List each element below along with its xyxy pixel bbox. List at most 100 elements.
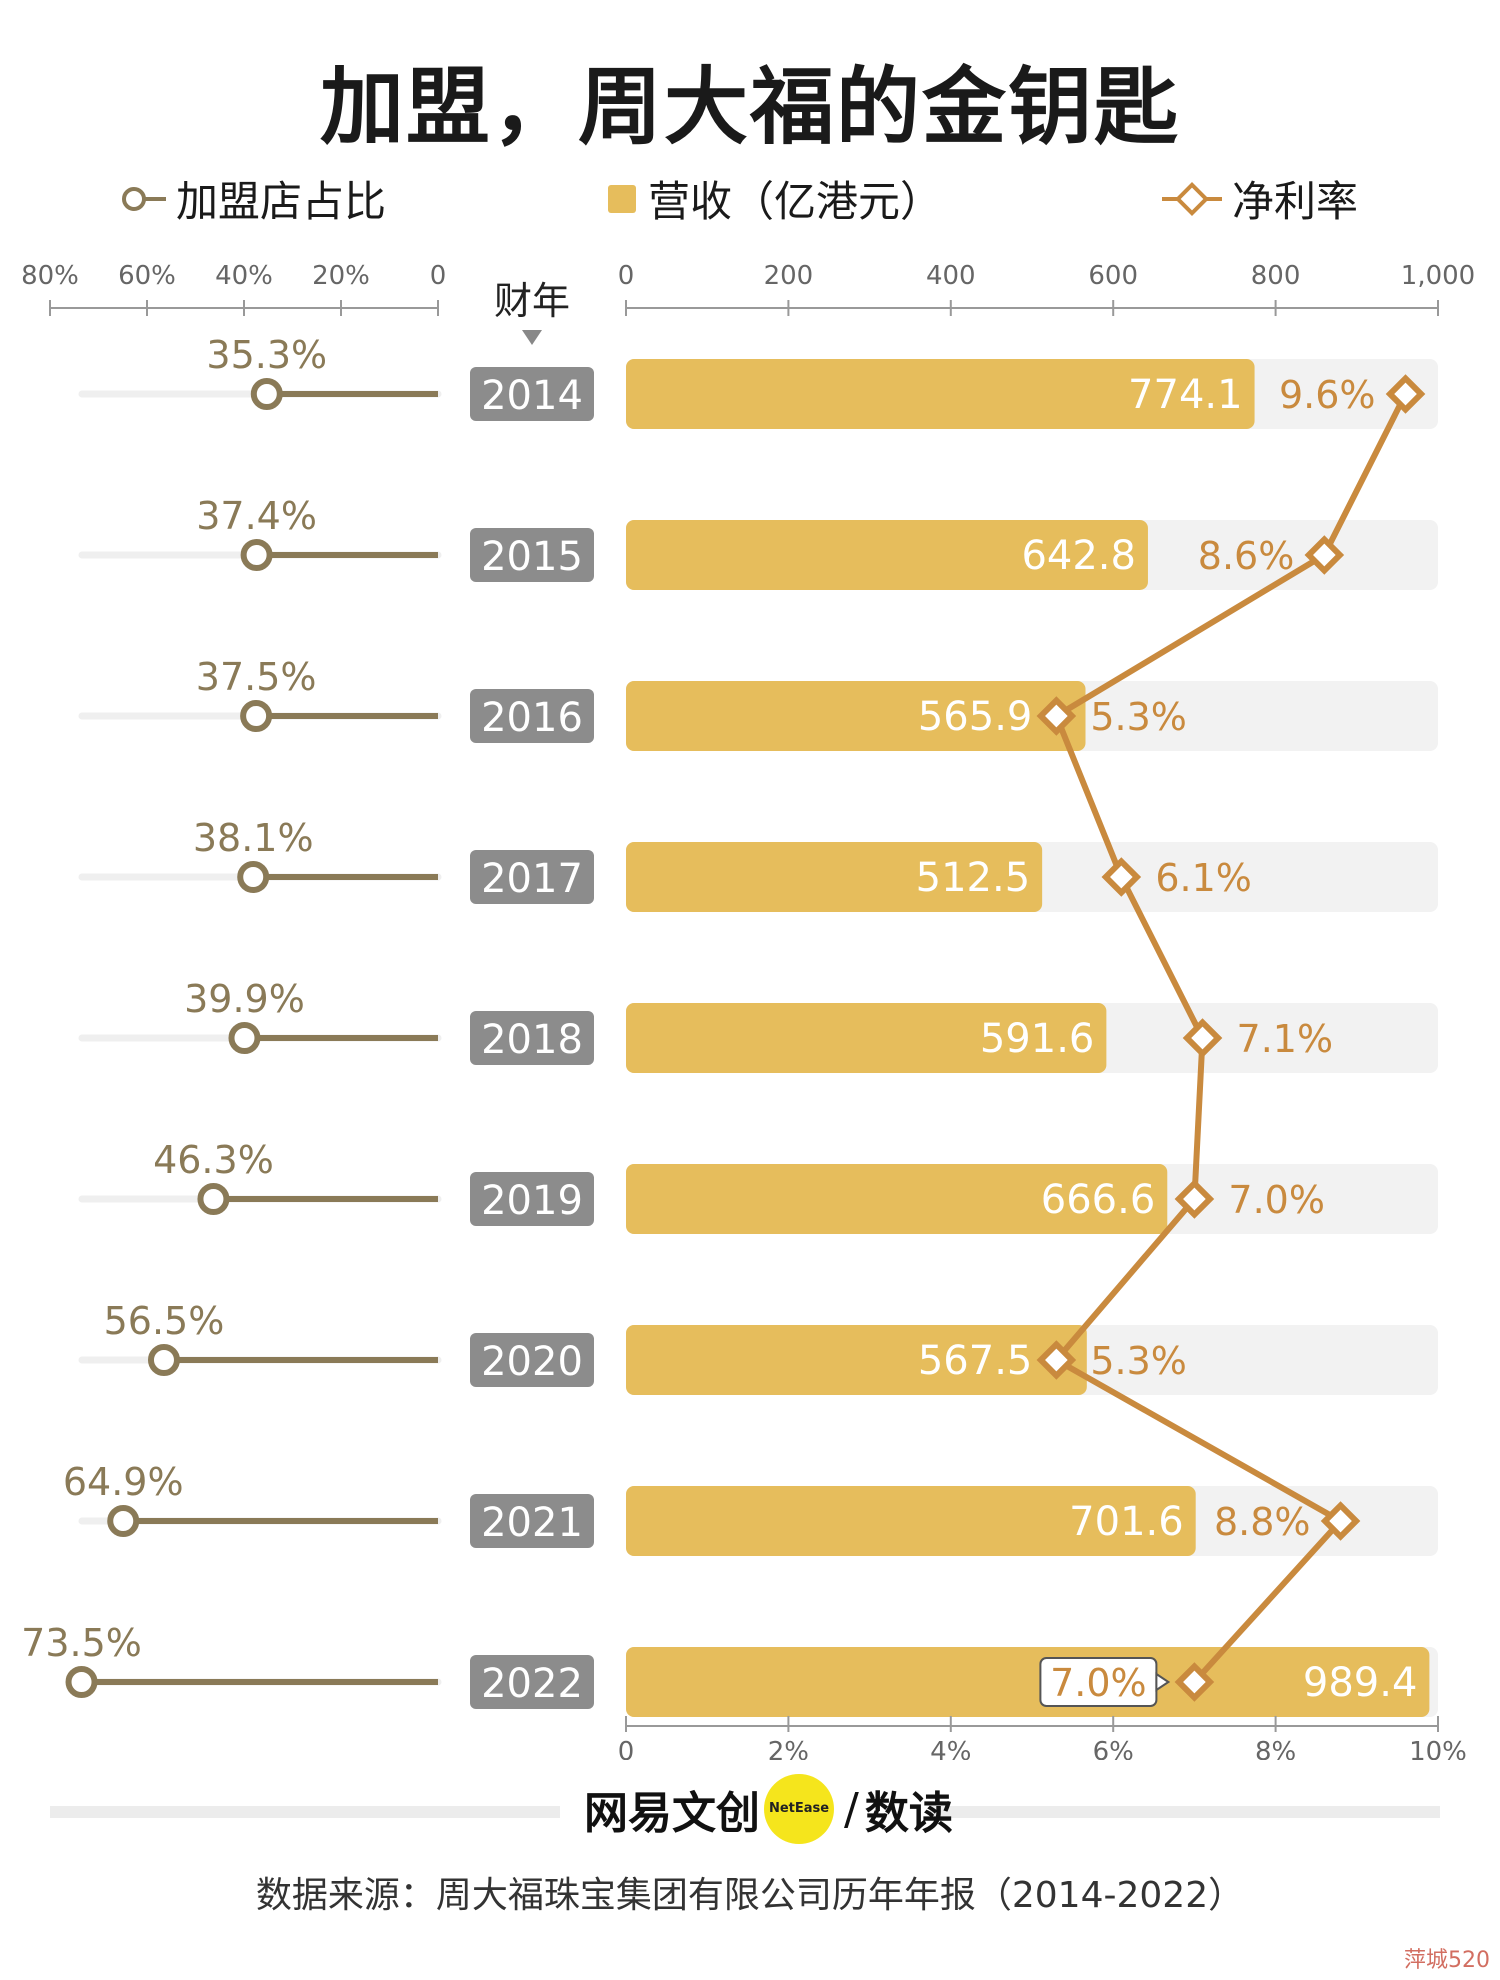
margin-marker xyxy=(1174,1662,1215,1702)
bottom-axis-tick-label: 4% xyxy=(930,1737,971,1760)
revenue-bar xyxy=(626,1325,1087,1395)
franchise-dot xyxy=(147,1344,180,1376)
year-label: 2019 xyxy=(481,1178,583,1224)
franchise-dot xyxy=(237,861,270,893)
legend-revenue-label: 营收（亿港元） xyxy=(648,177,943,226)
year-label: 2022 xyxy=(481,1661,583,1707)
year-box xyxy=(470,367,594,421)
franchise-dot xyxy=(197,1183,230,1215)
revenue-label: 591.6 xyxy=(980,1016,1095,1062)
year-box xyxy=(470,528,594,582)
top-axis-tick-label: 200 xyxy=(764,261,814,291)
margin-label: 8.8% xyxy=(1214,1500,1311,1544)
year-label: 2018 xyxy=(481,1017,583,1063)
revenue-label: 642.8 xyxy=(1021,533,1136,579)
left-axis-tick-label: 0 xyxy=(430,261,447,291)
brand-logo: 网易文创 NetEase / 数读 xyxy=(584,1774,953,1844)
margin-label: 6.1% xyxy=(1155,856,1252,900)
franchise-dot xyxy=(250,378,283,410)
franchise-label: 64.9% xyxy=(63,1460,184,1504)
franchise-label: 73.5% xyxy=(21,1621,142,1665)
legend-margin: 净利率 xyxy=(1160,168,1358,229)
margin-label: 5.3% xyxy=(1090,1339,1187,1383)
top-axis-tick-label: 400 xyxy=(926,261,976,291)
revenue-bar xyxy=(626,1003,1107,1073)
revenue-bar xyxy=(626,1647,1430,1717)
bottom-axis-tick-label: 8% xyxy=(1255,1737,1296,1760)
year-box xyxy=(470,1011,594,1065)
franchise-dot xyxy=(65,1666,98,1698)
margin-label: 5.3% xyxy=(1090,695,1187,739)
franchise-dot xyxy=(240,700,273,732)
revenue-label: 701.6 xyxy=(1069,1499,1184,1545)
brand-badge: NetEase xyxy=(764,1774,834,1844)
franchise-label: 56.5% xyxy=(104,1299,225,1343)
franchise-label: 37.5% xyxy=(196,655,317,699)
bottom-axis-tick-label: 2% xyxy=(768,1737,809,1760)
revenue-bar xyxy=(626,681,1086,751)
brand-section: 数读 xyxy=(864,1788,953,1839)
margin-label: 7.0% xyxy=(1050,1661,1147,1705)
franchise-label: 39.9% xyxy=(184,977,305,1021)
year-box xyxy=(470,1655,594,1709)
margin-marker xyxy=(1304,535,1345,575)
revenue-label: 774.1 xyxy=(1128,372,1243,418)
top-axis-tick-label: 600 xyxy=(1088,261,1138,291)
margin-marker xyxy=(1174,1179,1215,1219)
bottom-axis-tick-label: 6% xyxy=(1093,1737,1134,1760)
margin-label: 7.1% xyxy=(1237,1017,1334,1061)
revenue-label: 565.9 xyxy=(918,694,1033,740)
left-axis-tick-label: 80% xyxy=(21,261,79,291)
franchise-dot xyxy=(228,1022,261,1054)
year-box xyxy=(470,1172,594,1226)
franchise-label: 46.3% xyxy=(153,1138,274,1182)
legend-franchise: 加盟店占比 xyxy=(120,168,386,229)
revenue-bar xyxy=(626,520,1148,590)
revenue-bar xyxy=(626,842,1043,912)
margin-marker xyxy=(1036,1340,1077,1380)
margin-marker xyxy=(1182,1018,1223,1058)
footer-rule-right xyxy=(930,1806,1440,1818)
franchise-dot xyxy=(240,539,273,571)
footer-rule-left xyxy=(50,1806,560,1818)
bottom-axis-tick-label: 0 xyxy=(618,1737,635,1760)
margin-marker xyxy=(1101,857,1142,897)
franchise-label: 37.4% xyxy=(196,494,317,538)
year-label: 2017 xyxy=(481,856,583,902)
franchise-label: 35.3% xyxy=(206,333,327,377)
brand-slash: / xyxy=(844,1783,859,1835)
year-label: 2020 xyxy=(481,1339,583,1385)
top-axis-tick-label: 1,000 xyxy=(1401,261,1475,291)
margin-label: 7.0% xyxy=(1228,1178,1325,1222)
year-box xyxy=(470,1494,594,1548)
year-header: 财年 xyxy=(494,279,570,323)
chart-plot: 80% 60% 40% 20% 0 财年 0 200 400 600 800 1,000 35.3% 20… xyxy=(21,261,1475,1760)
margin-marker xyxy=(1385,374,1426,414)
left-axis-tick-label: 20% xyxy=(312,261,370,291)
watermark: 萍城520 xyxy=(1404,1948,1490,1973)
year-header-arrow-icon xyxy=(522,330,542,345)
year-label: 2021 xyxy=(481,1500,583,1546)
year-box xyxy=(470,850,594,904)
revenue-label: 989.4 xyxy=(1303,1660,1418,1706)
top-axis-tick-label: 0 xyxy=(618,261,635,291)
chart-title: 加盟，周大福的金钥匙 xyxy=(319,58,1180,156)
franchise-dot xyxy=(107,1505,140,1537)
revenue-bar xyxy=(626,359,1255,429)
data-source: 数据来源：周大福珠宝集团有限公司历年年报（2014-2022） xyxy=(255,1875,1245,1916)
brand-name: 网易文创 xyxy=(584,1788,760,1839)
margin-label: 9.6% xyxy=(1279,373,1376,417)
left-axis-tick-label: 60% xyxy=(118,261,176,291)
margin-label: 8.6% xyxy=(1198,534,1295,578)
revenue-label: 666.6 xyxy=(1041,1177,1156,1223)
revenue-label: 567.5 xyxy=(918,1338,1033,1384)
brand-footer: 网易文创 NetEase / 数读 xyxy=(0,1770,1500,1854)
legend-franchise-label: 加盟店占比 xyxy=(176,177,387,226)
margin-legend-icon xyxy=(1162,181,1222,216)
year-label: 2016 xyxy=(481,695,583,741)
franchise-legend-icon xyxy=(122,186,166,211)
margin-marker xyxy=(1036,696,1077,736)
revenue-legend-icon xyxy=(608,184,636,213)
franchise-label: 38.1% xyxy=(193,816,314,860)
